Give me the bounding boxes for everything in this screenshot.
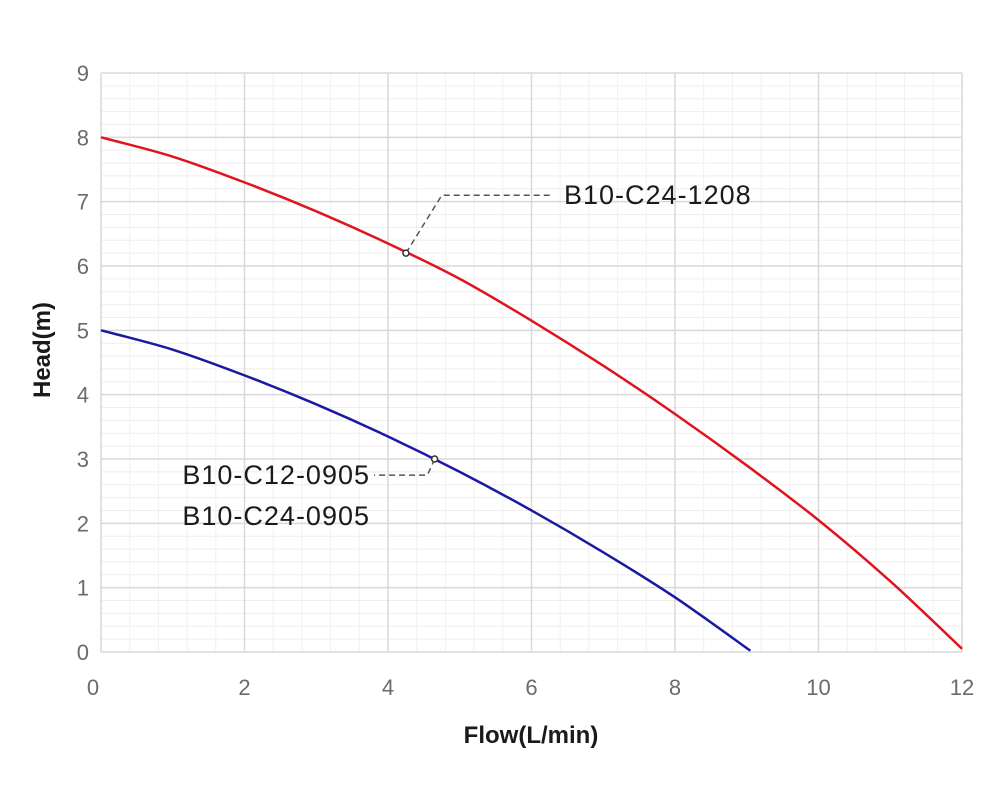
x-axis-title: Flow(L/min) bbox=[464, 722, 599, 749]
y-tick-label: 4 bbox=[77, 383, 89, 408]
annotation-leader-0 bbox=[405, 194, 552, 254]
y-tick-label: 2 bbox=[77, 511, 89, 536]
y-tick-label: 3 bbox=[77, 447, 89, 472]
annotation-marker-0 bbox=[402, 249, 410, 257]
x-tick-label: 2 bbox=[238, 675, 250, 700]
annotation-leader-1 bbox=[374, 458, 436, 476]
x-tick-label: 8 bbox=[669, 675, 681, 700]
annotation-marker-1 bbox=[430, 455, 439, 463]
y-tick-label: 7 bbox=[77, 190, 89, 215]
annotation-label: B10-C12-0905 bbox=[182, 460, 370, 490]
x-tick-label: 4 bbox=[382, 675, 394, 700]
x-tick-label: 0 bbox=[87, 675, 99, 700]
y-tick-label: 9 bbox=[77, 61, 89, 86]
y-tick-label: 8 bbox=[77, 125, 89, 150]
x-tick-label: 12 bbox=[950, 675, 974, 700]
y-tick-label: 1 bbox=[77, 576, 89, 601]
y-axis-title: Head(m) bbox=[29, 302, 56, 398]
annotation-label: B10-C24-1208 bbox=[564, 180, 752, 210]
y-tick-label: 5 bbox=[77, 318, 89, 343]
x-tick-label: 10 bbox=[806, 675, 830, 700]
annotation-layer: B10-C24-1208 B10-C12-0905 B10-C24-0905 bbox=[182, 180, 752, 531]
series-line-1 bbox=[100, 329, 752, 652]
y-tick-label: 0 bbox=[77, 640, 89, 665]
y-tick-label: 6 bbox=[77, 254, 89, 279]
series-layer bbox=[100, 136, 963, 652]
x-tick-label: 6 bbox=[525, 675, 537, 700]
series-line-0 bbox=[100, 136, 963, 650]
major-grid bbox=[100, 72, 963, 653]
annotation-label: B10-C24-0905 bbox=[182, 501, 370, 531]
